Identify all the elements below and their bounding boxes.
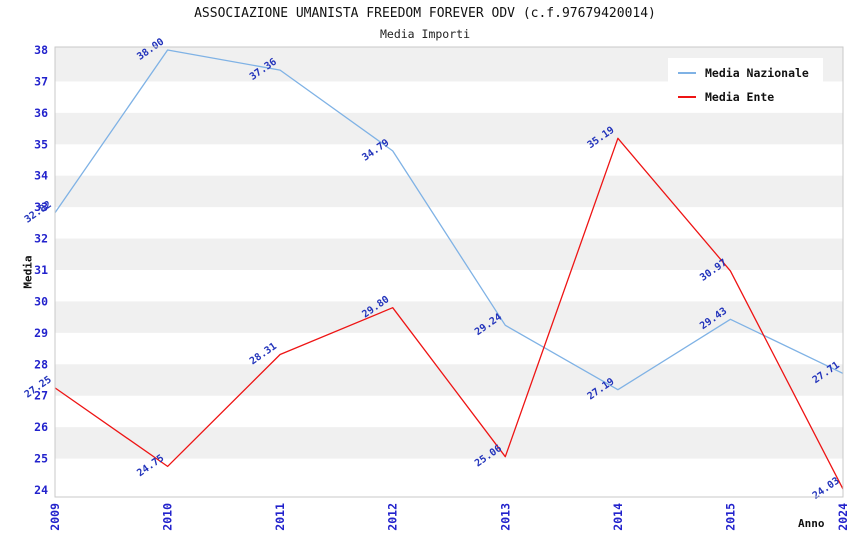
- y-tick-label: 34: [34, 169, 48, 183]
- y-tick-label: 33: [34, 200, 48, 214]
- y-tick-label: 28: [34, 357, 48, 371]
- x-tick-label: 2010: [161, 503, 175, 531]
- legend-item-media-ente: Media Ente: [678, 90, 809, 104]
- x-tick-label: 2012: [386, 503, 400, 531]
- y-tick-label: 36: [34, 106, 48, 120]
- grid-band: [55, 427, 843, 459]
- plot-border: [54, 46, 844, 498]
- grid-band: [55, 238, 843, 270]
- legend-line-swatch: [678, 72, 696, 74]
- y-tick-label: 24: [34, 483, 48, 497]
- x-axis-label: Anno: [798, 517, 825, 530]
- x-tick-label: 2024: [836, 503, 850, 531]
- legend-line-swatch: [678, 96, 696, 98]
- y-tick-label: 29: [34, 326, 48, 340]
- y-axis-label: Media: [21, 255, 35, 289]
- chart-subtitle: Media Importi: [379, 27, 470, 41]
- y-tick-label: 31: [34, 263, 48, 277]
- y-tick-label: 32: [34, 232, 48, 246]
- series-line-media-nazionale: [54, 49, 844, 391]
- x-tick-label: 2015: [723, 503, 737, 531]
- x-tick-label: 2011: [273, 503, 287, 531]
- grid-band: [55, 301, 843, 333]
- grid-band: [55, 364, 843, 396]
- grid-band: [55, 175, 843, 208]
- y-tick-label: 30: [34, 294, 48, 308]
- y-tick-label: 25: [34, 452, 48, 466]
- legend-label: Media Nazionale: [705, 66, 809, 80]
- legend-label: Media Ente: [705, 90, 775, 104]
- x-tick-label: 2013: [498, 503, 512, 531]
- y-tick-label: 35: [34, 137, 48, 151]
- y-tick-label: 37: [34, 74, 48, 88]
- series-line-media-ente: [54, 137, 844, 490]
- y-tick-label: 38: [34, 43, 48, 57]
- x-tick-label: 2009: [48, 503, 62, 531]
- grid-band: [55, 112, 843, 145]
- x-tick-label: 2014: [611, 503, 625, 531]
- y-tick-label: 27: [34, 389, 48, 403]
- chart-title: ASSOCIAZIONE UMANISTA FREEDOM FOREVER OD…: [194, 6, 656, 21]
- legend: Media Nazionale Media Ente: [668, 58, 823, 112]
- y-tick-label: 26: [34, 420, 48, 434]
- legend-item-media-nazionale: Media Nazionale: [678, 66, 809, 80]
